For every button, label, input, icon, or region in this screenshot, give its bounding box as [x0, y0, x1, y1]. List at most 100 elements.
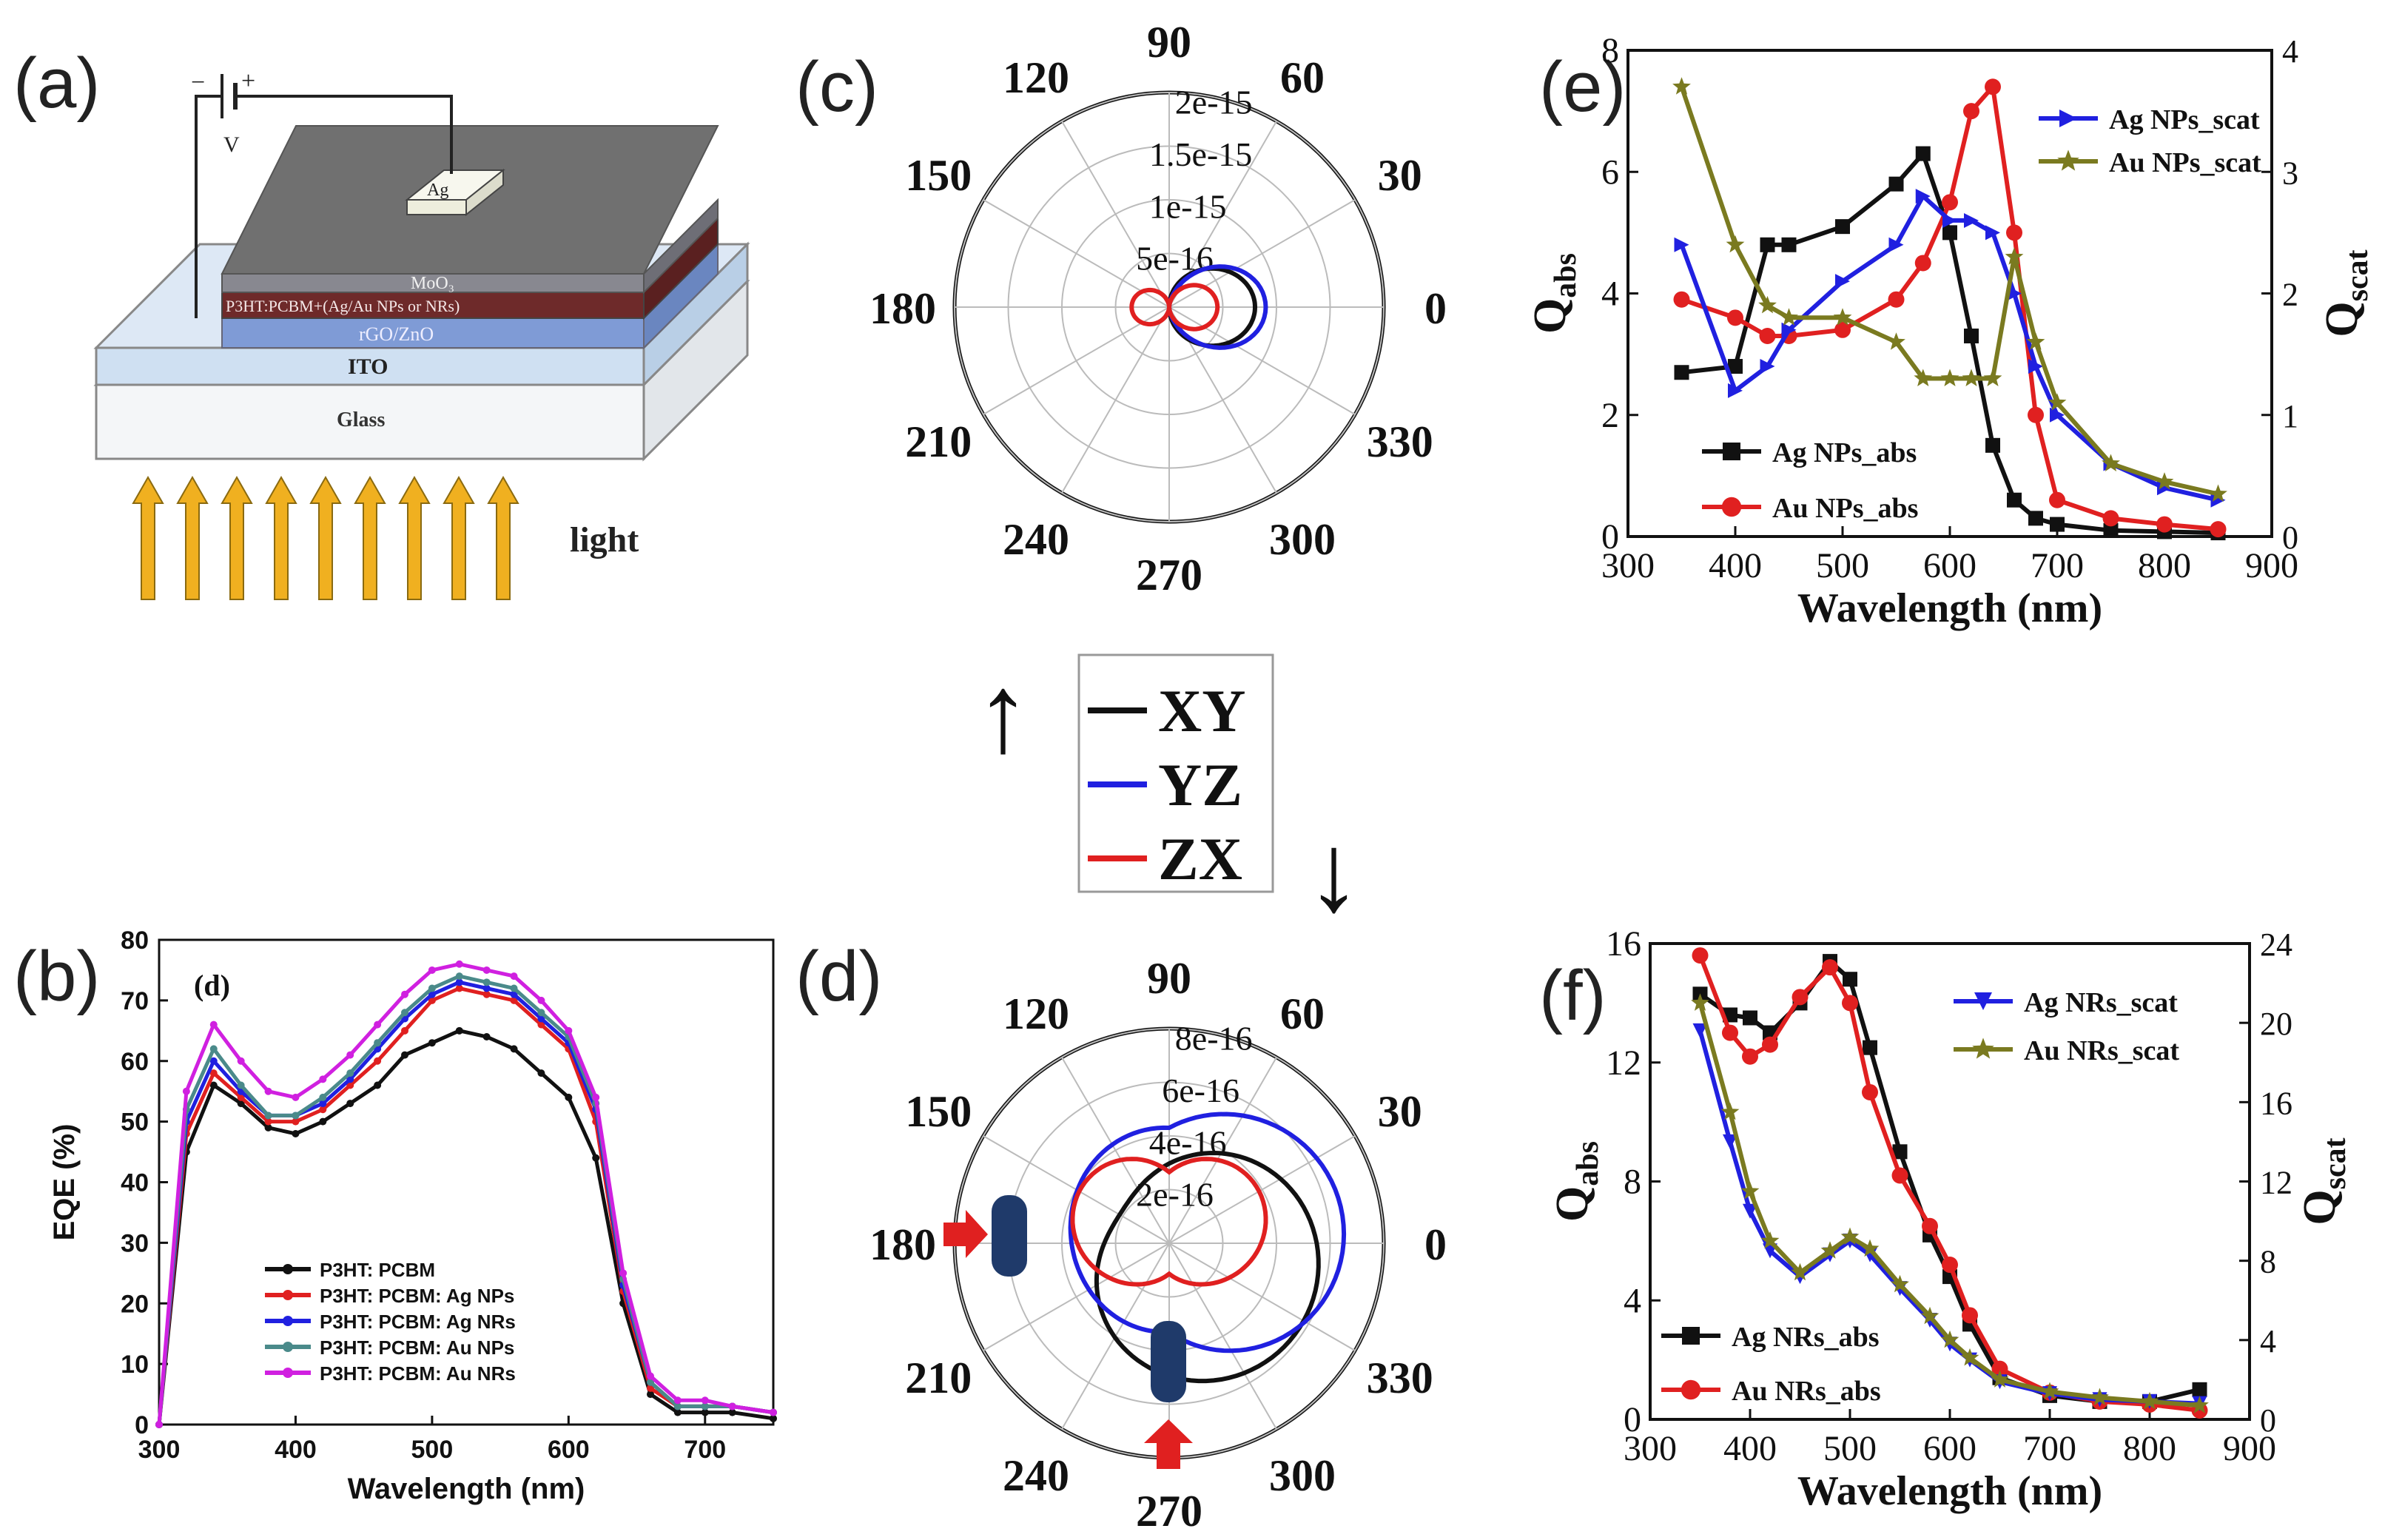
point-e-2	[1942, 212, 1957, 228]
point-b-4	[619, 1269, 628, 1277]
point-b-0	[770, 1414, 777, 1422]
incident-arrow-bottom	[1144, 1419, 1193, 1469]
point-e-3	[1672, 77, 1691, 95]
legend-label-e-2: Ag NPs_scat	[2109, 104, 2260, 135]
y-tick-label-b: 10	[121, 1351, 149, 1379]
y-tick-label-b: 50	[121, 1109, 149, 1137]
point-b-0	[237, 1100, 245, 1108]
polar-spoke	[1061, 121, 1170, 308]
point-b-4	[209, 1020, 218, 1029]
y-tick-label-f: 8	[1624, 1163, 1641, 1202]
polar-angle-label: 120	[1003, 53, 1069, 102]
legend-marker-e-2	[2059, 110, 2077, 127]
point-b-4	[565, 1026, 573, 1035]
polar-spoke	[1168, 1243, 1277, 1430]
point-e-2	[1781, 322, 1797, 337]
x-tick-label-e: 700	[2031, 546, 2084, 585]
legend-label-yz: YZ	[1158, 751, 1242, 818]
point-b-0	[401, 1051, 408, 1059]
wire-left	[195, 95, 222, 318]
polar-series-xy	[1094, 1150, 1321, 1384]
point-e-0	[2007, 492, 2022, 508]
polar-radial-label: 1.5e-15	[1149, 135, 1252, 173]
polar-spoke	[983, 306, 1170, 415]
legend-marker-e-1	[1721, 497, 1742, 517]
point-f-0	[1843, 972, 1857, 987]
point-e-1	[2156, 516, 2173, 533]
polar-angle-label: 240	[1003, 1451, 1069, 1500]
point-b-3	[537, 1009, 545, 1017]
point-e-1	[1942, 194, 1958, 211]
layer-active: P3HT:PCBM+(Ag/Au NPs or NRs)	[226, 297, 460, 315]
panel-label-d: (d)	[795, 937, 882, 1016]
point-e-3	[2155, 472, 2174, 490]
point-f-3	[2040, 1382, 2059, 1399]
point-b-0	[455, 1026, 463, 1035]
point-e-2	[1985, 225, 2000, 241]
point-b-4	[292, 1093, 300, 1101]
polar-spoke	[983, 199, 1170, 308]
y-tick-label-f: 12	[1606, 1043, 1641, 1083]
polar-angle-label: 240	[1003, 515, 1069, 564]
point-b-0	[428, 1039, 436, 1047]
y-axis-label-b: EQE (%)	[48, 1124, 81, 1241]
panel-label-e: (e)	[1539, 47, 1626, 127]
polar-angle-label: 90	[1147, 954, 1191, 1003]
point-e-2	[1674, 237, 1689, 252]
polar-radial-label: 2e-15	[1175, 84, 1253, 121]
point-e-3	[1940, 369, 1959, 386]
y2-tick-label-f: 20	[2260, 1006, 2292, 1042]
point-b-1	[237, 1093, 245, 1101]
y2-tick-label-e: 4	[2282, 33, 2298, 70]
polar-angle-label: 330	[1367, 1354, 1433, 1402]
polar-angle-label: 120	[1003, 989, 1069, 1038]
point-b-3	[292, 1112, 300, 1120]
y2-axis-label-e: Qscat	[2317, 249, 2375, 337]
legend-label-xy: XY	[1158, 677, 1245, 744]
point-b-0	[374, 1081, 382, 1089]
polar-angle-label: 30	[1378, 151, 1422, 200]
point-b-2	[319, 1100, 327, 1108]
point-b-0	[292, 1130, 300, 1137]
x-tick-label-f: 400	[1723, 1429, 1777, 1468]
x-axis-label-f: Wavelength (nm)	[1797, 1468, 2102, 1514]
polar-angle-label: 180	[869, 1220, 936, 1269]
polar-angle-label: 150	[905, 151, 972, 200]
y-tick-label-b: 80	[121, 927, 149, 955]
polar-angle-label: 60	[1280, 989, 1325, 1038]
legend-marker-e-3	[2057, 149, 2079, 171]
point-e-2	[2028, 359, 2043, 374]
y2-tick-label-f: 12	[2260, 1165, 2292, 1201]
point-f-3	[1860, 1239, 1880, 1257]
point-b-3	[237, 1081, 245, 1089]
layer-glass: Glass	[337, 408, 385, 431]
polar-angle-label: 90	[1147, 18, 1191, 67]
polar-angle-label: 270	[1136, 551, 1202, 599]
x-tick-label-b: 500	[411, 1436, 454, 1464]
point-b-0	[592, 1154, 600, 1162]
point-b-3	[701, 1402, 709, 1410]
y-tick-label-e: 4	[1601, 275, 1619, 314]
nanorod-horizontal-view	[992, 1195, 1027, 1277]
point-b-4	[182, 1087, 190, 1095]
legend-marker-f-3	[1972, 1038, 1994, 1059]
voltage-label: V	[223, 132, 240, 157]
point-b-1	[346, 1081, 354, 1089]
point-f-3	[1920, 1306, 1940, 1325]
polar-spoke	[1061, 1057, 1170, 1244]
y-tick-label-b: 60	[121, 1048, 149, 1076]
y2-axis-label-main: Q	[2295, 1189, 2345, 1225]
x-tick-label-b: 300	[138, 1436, 181, 1464]
point-b-0	[346, 1100, 354, 1108]
point-e-2	[1760, 359, 1775, 374]
point-e-0	[1760, 237, 1775, 252]
point-f-1	[1891, 1167, 1908, 1184]
ag-contact-side	[465, 168, 504, 217]
x-tick-label-e: 900	[2245, 546, 2298, 585]
y-tick-label-e: 8	[1601, 31, 1619, 70]
polar-radial-label: 1e-15	[1149, 187, 1227, 225]
point-b-1	[537, 1020, 545, 1029]
polar-angle-label: 0	[1424, 284, 1447, 333]
polar-angle-label: 180	[869, 284, 936, 333]
